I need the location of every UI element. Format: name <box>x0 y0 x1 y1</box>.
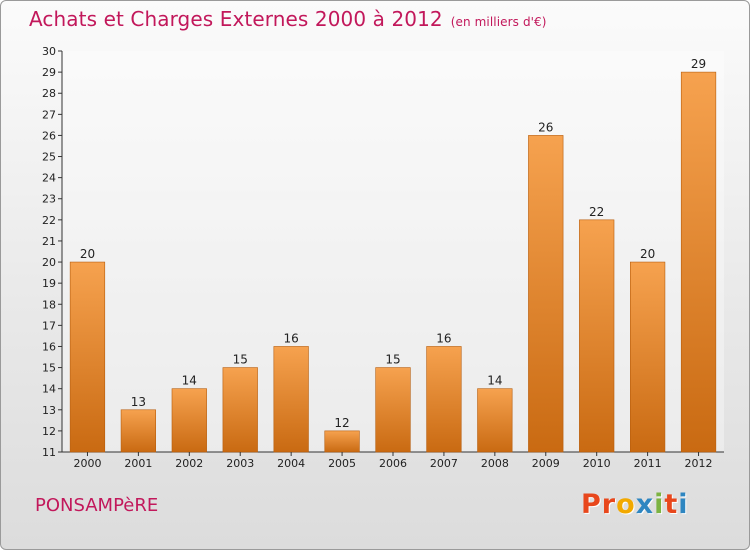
y-tick-label: 17 <box>42 319 56 332</box>
x-tick-label: 2001 <box>124 457 152 470</box>
bar-value-label: 20 <box>640 247 655 261</box>
bar <box>426 346 462 453</box>
x-tick-label: 2003 <box>226 457 254 470</box>
bar <box>171 388 207 453</box>
logo-letter: i <box>678 489 689 520</box>
bar <box>120 409 156 453</box>
bar <box>69 261 106 453</box>
bar <box>375 367 411 453</box>
bar-value-label: 20 <box>80 247 95 261</box>
y-tick-label: 23 <box>42 193 56 206</box>
x-tick-label: 2007 <box>430 457 458 470</box>
y-tick-label: 13 <box>42 404 56 417</box>
bar-value-label: 16 <box>284 331 299 345</box>
bar-value-label: 15 <box>233 353 248 367</box>
y-tick-label: 29 <box>42 66 56 79</box>
bar-value-label: 26 <box>538 120 553 134</box>
x-tick-label: 2009 <box>532 457 560 470</box>
y-tick-label: 19 <box>42 277 56 290</box>
x-tick-label: 2012 <box>685 457 713 470</box>
bar-value-label: 16 <box>436 331 451 345</box>
bar-value-label: 15 <box>385 353 400 367</box>
bar-value-label: 29 <box>691 57 706 71</box>
y-tick-label: 26 <box>42 129 56 142</box>
bar <box>222 367 258 453</box>
bar-value-label: 22 <box>589 205 604 219</box>
x-tick-label: 2005 <box>328 457 356 470</box>
logo-letter: i <box>654 489 665 520</box>
y-tick-label: 22 <box>42 214 56 227</box>
x-tick-label: 2006 <box>379 457 407 470</box>
y-tick-label: 24 <box>42 172 56 185</box>
chart-title: Achats et Charges Externes 2000 à 2012 (e… <box>29 7 547 31</box>
bar-value-label: 13 <box>131 395 146 409</box>
chart-title-text: Achats et Charges Externes 2000 à 2012 <box>29 7 443 31</box>
logo-letter: r <box>601 489 617 520</box>
logo-letter: t <box>664 489 679 520</box>
y-tick-label: 30 <box>42 45 56 58</box>
logo-letter: x <box>635 489 655 520</box>
y-tick-label: 28 <box>42 87 56 100</box>
y-tick-label: 20 <box>42 256 56 269</box>
logo-letter: P <box>581 489 602 520</box>
x-tick-label: 2010 <box>583 457 611 470</box>
y-tick-label: 16 <box>42 340 56 353</box>
y-tick-label: 11 <box>42 446 56 459</box>
y-tick-label: 25 <box>42 151 56 164</box>
bar <box>477 388 513 453</box>
town-name: PONSAMPèRE <box>35 495 159 516</box>
x-tick-label: 2000 <box>73 457 101 470</box>
y-tick-label: 18 <box>42 298 56 311</box>
x-tick-label: 2004 <box>277 457 305 470</box>
y-tick-label: 27 <box>42 108 56 121</box>
bar <box>324 430 360 453</box>
bar-value-label: 14 <box>182 374 197 388</box>
y-tick-label: 14 <box>42 383 56 396</box>
bar-value-label: 12 <box>334 416 349 430</box>
bar <box>630 261 666 453</box>
bar-value-label: 14 <box>487 374 502 388</box>
y-tick-label: 21 <box>42 235 56 248</box>
bar <box>680 71 717 453</box>
chart-subtitle: (en milliers d'€) <box>450 15 547 29</box>
proxiti-logo: Proxiti <box>581 489 689 520</box>
logo-letter: o <box>616 489 636 520</box>
x-tick-label: 2002 <box>175 457 203 470</box>
bar <box>579 219 615 453</box>
bar <box>273 346 309 453</box>
x-tick-label: 2011 <box>634 457 662 470</box>
y-tick-label: 15 <box>42 362 56 375</box>
x-tick-label: 2008 <box>481 457 509 470</box>
bar <box>528 135 564 453</box>
y-tick-label: 12 <box>42 425 56 438</box>
